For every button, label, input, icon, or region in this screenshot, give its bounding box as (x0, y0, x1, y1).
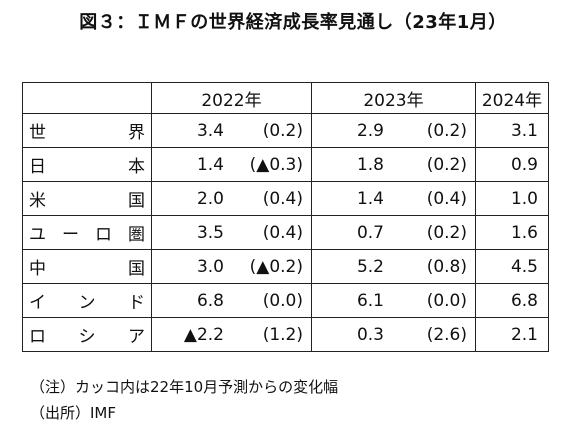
region-cell: ロシア (22, 317, 152, 352)
cell-2023: 2.9 (0.2) (311, 113, 476, 148)
cell-2023: 5.2 (0.8) (311, 249, 476, 284)
forecast-value-2024: 1.6 (475, 215, 549, 250)
cell-2023: 0.3 (2.6) (311, 317, 476, 352)
forecast-value-2022: 3.5 (196, 222, 224, 243)
forecast-value-2023: 0.7 (356, 222, 384, 243)
region-label: ユーロ圏 (27, 220, 147, 245)
forecast-value-2024: 3.1 (475, 113, 549, 148)
cell-2022: 6.8 (0.0) (151, 283, 312, 318)
forecast-value-2023: 1.8 (356, 154, 384, 175)
revision-value-2023: (0.8) (426, 256, 467, 277)
revision-value-2022: (0.4) (262, 222, 303, 243)
region-cell: インド (22, 283, 152, 318)
revision-value-2022: (▲0.3) (249, 154, 303, 175)
header-year-2023: 2023年 (311, 82, 476, 114)
forecast-value-2024: 2.1 (475, 317, 549, 352)
region-char: 日 (29, 157, 46, 177)
table-row: 中国 3.0 (▲0.2) 5.2 (0.8) 4.5 (22, 249, 549, 284)
table-row: イ ン ド 6.8 (0.0) 6.1 (0.0) 6.8 (22, 283, 549, 318)
footnote-source: （出所）IMF (30, 404, 116, 422)
forecast-value-2023: 2.9 (356, 120, 384, 141)
region-char: 本 (128, 157, 145, 177)
revision-value-2023: (0.2) (426, 120, 467, 141)
region-char: ロ (95, 225, 112, 245)
revision-value-2023: (0.4) (426, 188, 467, 209)
region-char: 世 (29, 123, 46, 143)
forecast-value-2023: 1.4 (356, 188, 384, 209)
region-char: シ (78, 327, 96, 347)
forecast-value-2024: 4.5 (475, 249, 549, 284)
region-label: 米国 (27, 186, 147, 211)
forecast-value-2024: 6.8 (475, 283, 549, 318)
region-label: 世界 (27, 118, 147, 143)
header-year-2024: 2024年 (475, 82, 549, 114)
region-char: 中 (29, 259, 46, 279)
region-label: インド (27, 288, 147, 313)
forecast-value-2023: 6.1 (356, 290, 384, 311)
region-label: ロシア (27, 322, 147, 347)
revision-value-2022: (0.4) (262, 188, 303, 209)
region-char: ユ (29, 225, 46, 245)
header-corner-cell (22, 82, 152, 114)
forecast-value-2022: 3.0 (196, 256, 224, 277)
region-char: 圏 (128, 225, 145, 245)
header-year-2022: 2022年 (151, 82, 312, 114)
cell-2023: 6.1 (0.0) (311, 283, 476, 318)
growth-forecast-table: 2022年 2023年 2024年 世界 3.4 (0.2) 2.9 (0.2) 3.1 日… (22, 82, 549, 352)
table-row: 日本 1.4 (▲0.3) 1.8 (0.2) 0.9 (22, 147, 549, 182)
region-char: ロ (29, 327, 46, 347)
region-cell: ユーロ圏 (22, 215, 152, 250)
table-row: 米国 2.0 (0.4) 1.4 (0.4) 1.0 (22, 181, 549, 216)
forecast-value-2022: 3.4 (196, 120, 224, 141)
forecast-value-2022: ▲2.2 (183, 324, 224, 345)
revision-value-2023: (0.0) (426, 290, 467, 311)
forecast-value-2024: 1.0 (475, 181, 549, 216)
table-row: ユーロ圏 3.5 (0.4) 0.7 (0.2) 1.6 (22, 215, 549, 250)
cell-2022: 3.4 (0.2) (151, 113, 312, 148)
cell-2022: 2.0 (0.4) (151, 181, 312, 216)
revision-value-2023: (0.2) (426, 222, 467, 243)
region-label: 中国 (27, 254, 147, 279)
cell-2023: 1.4 (0.4) (311, 181, 476, 216)
region-char: 国 (128, 191, 145, 211)
region-label: 日本 (27, 152, 147, 177)
region-char: 界 (128, 123, 145, 143)
cell-2022: 1.4 (▲0.3) (151, 147, 312, 182)
forecast-value-2022: 1.4 (196, 154, 224, 175)
table-row: 世界 3.4 (0.2) 2.9 (0.2) 3.1 (22, 113, 549, 148)
table-header-row: 2022年 2023年 2024年 (22, 82, 549, 114)
revision-value-2022: (1.2) (262, 324, 303, 345)
cell-2022: 3.5 (0.4) (151, 215, 312, 250)
forecast-value-2024: 0.9 (475, 147, 549, 182)
forecast-value-2023: 5.2 (356, 256, 384, 277)
footnote-note: （注）カッコ内は22年10月予測からの変化幅 (30, 378, 339, 396)
region-char: 国 (128, 259, 145, 279)
revision-value-2022: (0.0) (262, 290, 303, 311)
revision-value-2023: (0.2) (426, 154, 467, 175)
region-cell: 中国 (22, 249, 152, 284)
region-cell: 米国 (22, 181, 152, 216)
forecast-value-2022: 2.0 (196, 188, 224, 209)
forecast-value-2023: 0.3 (356, 324, 384, 345)
cell-2023: 1.8 (0.2) (311, 147, 476, 182)
revision-value-2023: (2.6) (426, 324, 467, 345)
cell-2023: 0.7 (0.2) (311, 215, 476, 250)
region-char: ン (78, 293, 96, 313)
revision-value-2022: (0.2) (262, 120, 303, 141)
region-char: イ (29, 293, 46, 313)
region-char: ド (128, 293, 145, 313)
region-cell: 日本 (22, 147, 152, 182)
document-title: 図３：ＩＭＦの世界経済成長率見通し（23年1月） (79, 12, 507, 33)
region-cell: 世界 (22, 113, 152, 148)
cell-2022: ▲2.2 (1.2) (151, 317, 312, 352)
region-char: ア (128, 327, 145, 347)
forecast-value-2022: 6.8 (196, 290, 224, 311)
table-row: ロ シ ア ▲2.2 (1.2) 0.3 (2.6) 2.1 (22, 317, 549, 352)
cell-2022: 3.0 (▲0.2) (151, 249, 312, 284)
region-char: 米 (29, 191, 46, 211)
region-char: ー (62, 225, 79, 245)
revision-value-2022: (▲0.2) (249, 256, 303, 277)
